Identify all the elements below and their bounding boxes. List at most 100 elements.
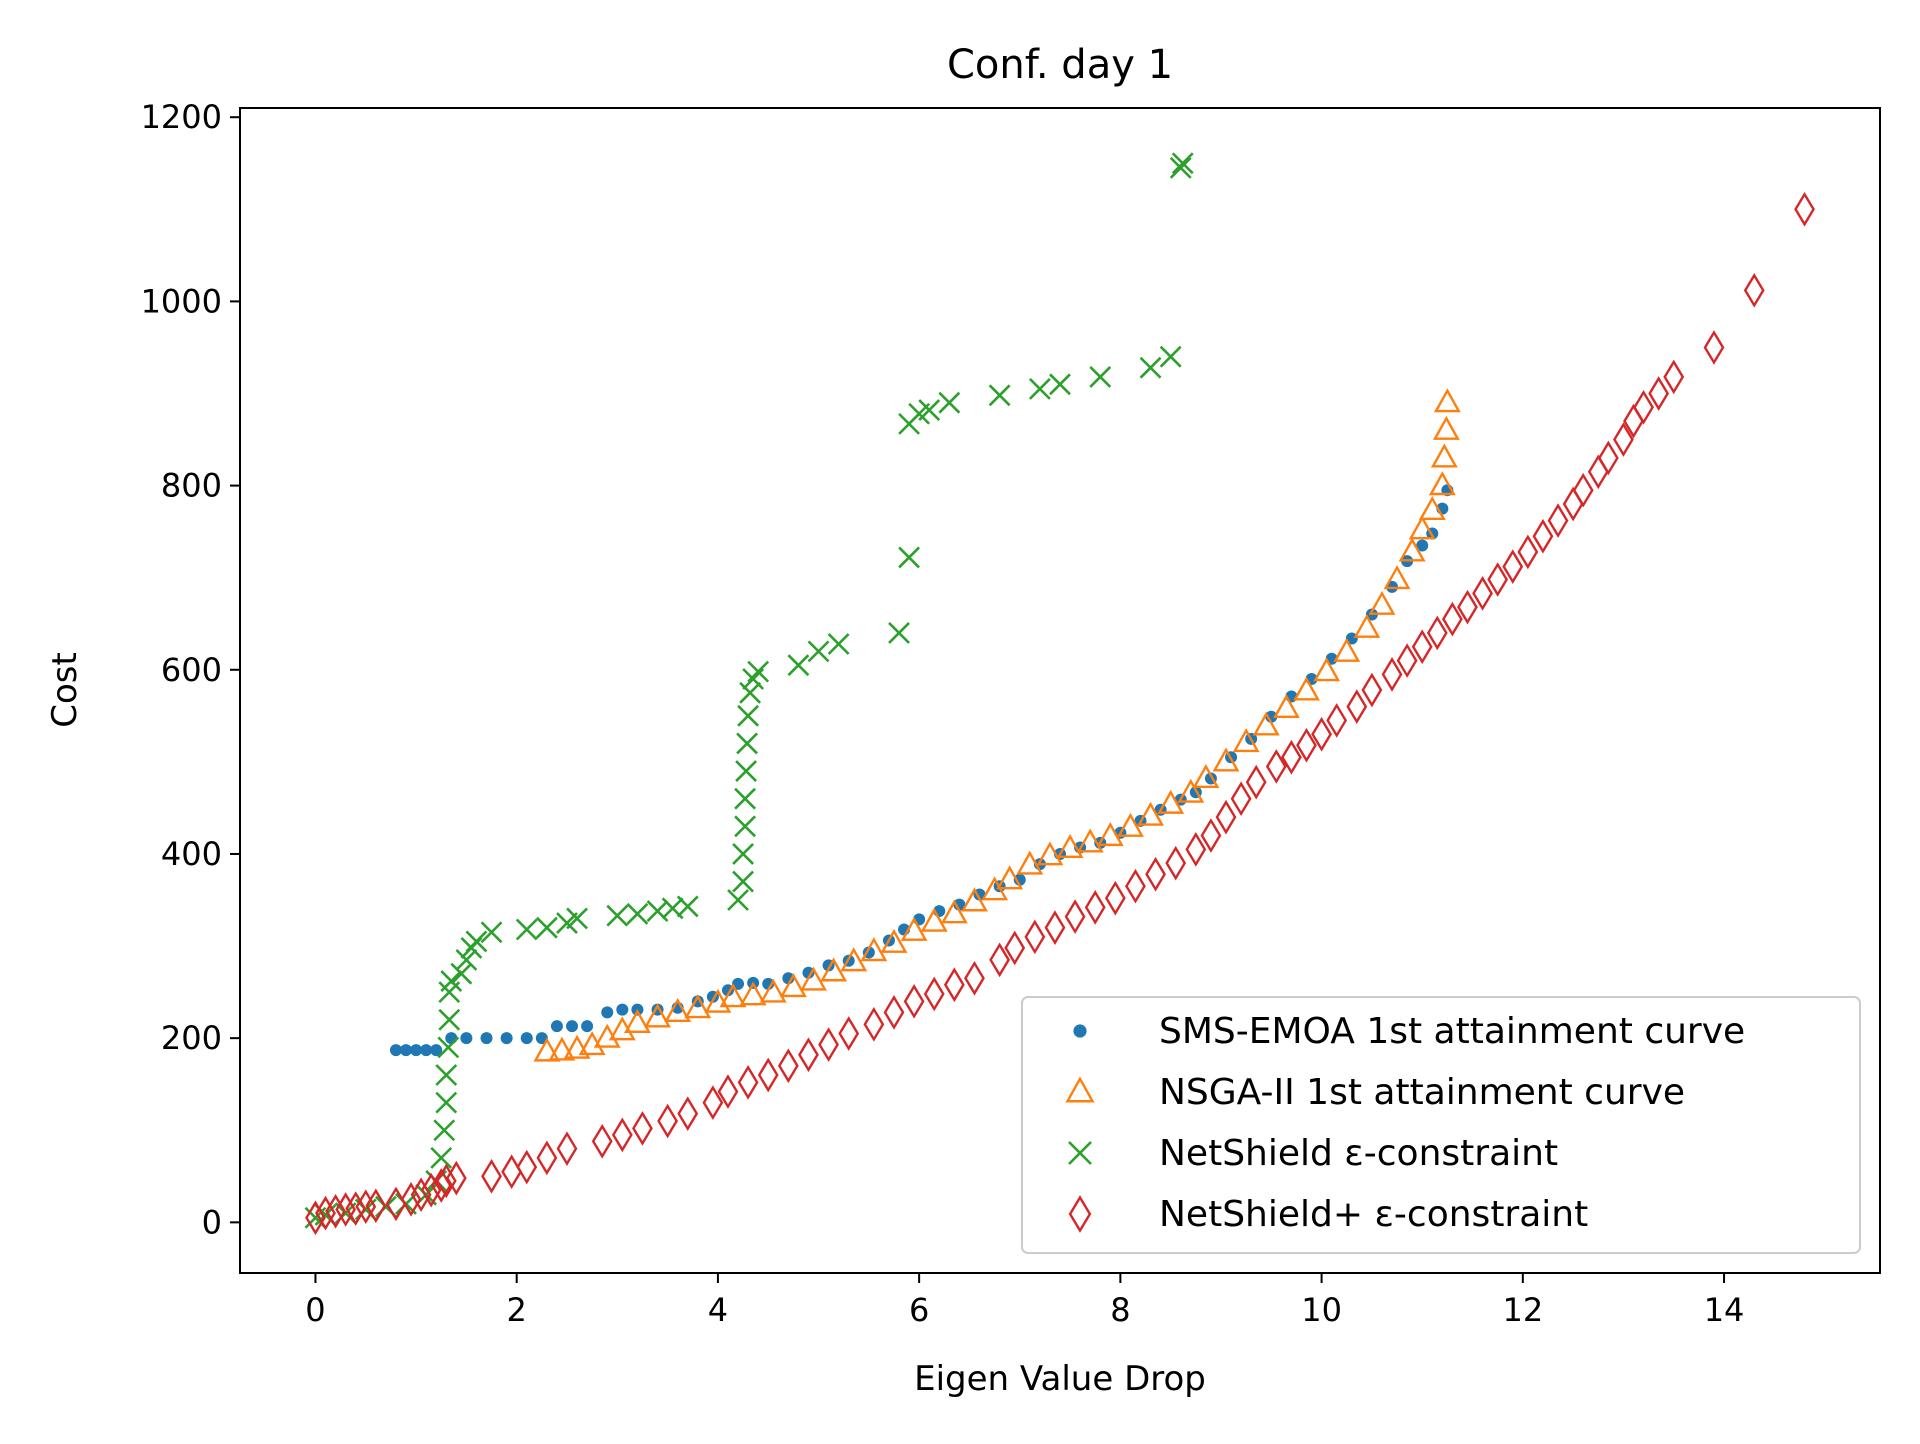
data-point-x xyxy=(606,904,629,927)
data-point-x xyxy=(827,633,850,655)
legend-marker xyxy=(1068,1141,1092,1165)
legend-marker xyxy=(1073,1024,1087,1038)
x-tick-label: 10 xyxy=(1301,1291,1342,1329)
data-point-x xyxy=(737,704,760,727)
data-point-diamond xyxy=(883,995,905,1030)
data-point-triangle xyxy=(1430,443,1458,468)
data-point-diamond xyxy=(1326,703,1348,738)
data-point-diamond xyxy=(1024,919,1046,955)
data-point-triangle xyxy=(820,957,848,982)
data-point-diamond xyxy=(1411,629,1433,665)
legend-item: NSGA-II 1st attainment curve xyxy=(1065,1072,1685,1113)
data-point-triangle xyxy=(1056,833,1084,859)
data-point-triangle xyxy=(1433,388,1461,413)
data-point-x xyxy=(736,732,759,755)
data-point-x xyxy=(938,391,961,414)
data-point-x xyxy=(676,895,699,918)
data-point-diamond xyxy=(1633,389,1654,425)
data-point-x xyxy=(435,1091,458,1114)
data-point-diamond xyxy=(1381,657,1403,692)
data-point-x xyxy=(739,681,762,704)
x-tick-label: 12 xyxy=(1502,1291,1543,1329)
data-point-diamond xyxy=(591,1123,613,1159)
legend-label: NetShield ε-constraint xyxy=(1159,1133,1558,1174)
data-point-diamond xyxy=(1311,716,1332,752)
data-point-triangle xyxy=(996,865,1024,890)
chart-title: Conf. day 1 xyxy=(947,42,1173,88)
data-point-x xyxy=(465,930,488,953)
data-point-triangle xyxy=(1116,812,1144,837)
data-point-triangle xyxy=(1177,778,1205,803)
data-point-diamond xyxy=(1044,910,1066,945)
data-point-triangle xyxy=(623,1008,651,1034)
legend-label: SMS-EMOA 1st attainment curve xyxy=(1159,1011,1745,1052)
data-point-triangle xyxy=(664,997,692,1022)
data-point-dot xyxy=(802,966,815,979)
data-point-diamond xyxy=(1502,549,1524,584)
data-point-triangle xyxy=(1212,747,1240,772)
y-tick-label: 600 xyxy=(161,651,222,689)
data-point-diamond xyxy=(1200,818,1222,853)
data-point-x xyxy=(430,1146,453,1169)
data-point-x xyxy=(535,916,558,939)
data-point-dot xyxy=(389,1044,402,1057)
data-point-diamond xyxy=(1396,643,1418,678)
y-tick-label: 200 xyxy=(161,1019,222,1057)
legend-marker xyxy=(1065,1076,1095,1103)
data-point-diamond xyxy=(315,1195,336,1231)
data-point-x xyxy=(515,918,538,941)
legend-label: NetShield+ ε-constraint xyxy=(1159,1194,1588,1235)
data-point-x xyxy=(480,921,503,944)
data-point-triangle xyxy=(1333,637,1361,662)
y-axis-label: Cost xyxy=(45,652,85,728)
data-point-triangle xyxy=(1232,728,1260,753)
data-point-diamond xyxy=(1245,764,1267,800)
data-point-diamond xyxy=(335,1192,357,1227)
data-point-dot xyxy=(566,1020,579,1033)
data-point-x xyxy=(1049,373,1071,396)
data-point-diamond xyxy=(345,1191,367,1226)
data-point-diamond xyxy=(717,1074,739,1109)
data-point-triangle xyxy=(719,983,747,1008)
data-point-x xyxy=(988,384,1011,407)
data-point-diamond xyxy=(1794,191,1815,227)
data-point-diamond xyxy=(611,1117,633,1153)
y-tick-label: 1200 xyxy=(141,98,222,136)
data-point-diamond xyxy=(1346,689,1368,724)
y-tick-label: 1000 xyxy=(141,282,222,320)
data-point-dot xyxy=(601,1006,614,1019)
data-point-dot xyxy=(410,1044,423,1057)
legend: SMS-EMOA 1st attainment curve NSGA-II 1st… xyxy=(1021,996,1861,1254)
data-point-diamond xyxy=(481,1158,502,1194)
data-point-triangle xyxy=(644,1003,671,1028)
data-point-x xyxy=(1089,365,1112,388)
data-point-triangle xyxy=(900,916,928,941)
data-point-diamond xyxy=(516,1149,538,1185)
data-point-diamond xyxy=(1185,832,1207,867)
legend-label: NSGA-II 1st attainment curve xyxy=(1159,1072,1685,1113)
data-point-x xyxy=(433,1119,456,1142)
data-point-diamond xyxy=(702,1085,724,1120)
data-point-dot xyxy=(445,1032,458,1045)
data-point-triangle xyxy=(840,947,868,972)
data-point-x xyxy=(435,1064,458,1086)
data-point-x xyxy=(734,815,756,838)
data-point-x xyxy=(735,760,758,783)
legend-item: NetShield+ ε-constraint xyxy=(1068,1194,1588,1235)
series-3 xyxy=(304,152,1194,1229)
data-point-triangle xyxy=(1137,801,1164,826)
data-point-diamond xyxy=(757,1057,779,1093)
data-point-diamond xyxy=(1281,739,1302,775)
data-point-triangle xyxy=(1408,515,1436,540)
y-tick-label: 0 xyxy=(202,1203,222,1241)
data-point-x xyxy=(918,399,941,421)
data-point-diamond xyxy=(1457,589,1478,625)
x-tick-label: 14 xyxy=(1704,1291,1745,1329)
data-point-triangle xyxy=(1313,657,1341,682)
data-point-diamond xyxy=(1125,868,1146,904)
data-point-diamond xyxy=(1084,890,1106,925)
x-tick-label: 8 xyxy=(1110,1291,1130,1329)
data-point-triangle xyxy=(1252,711,1280,736)
